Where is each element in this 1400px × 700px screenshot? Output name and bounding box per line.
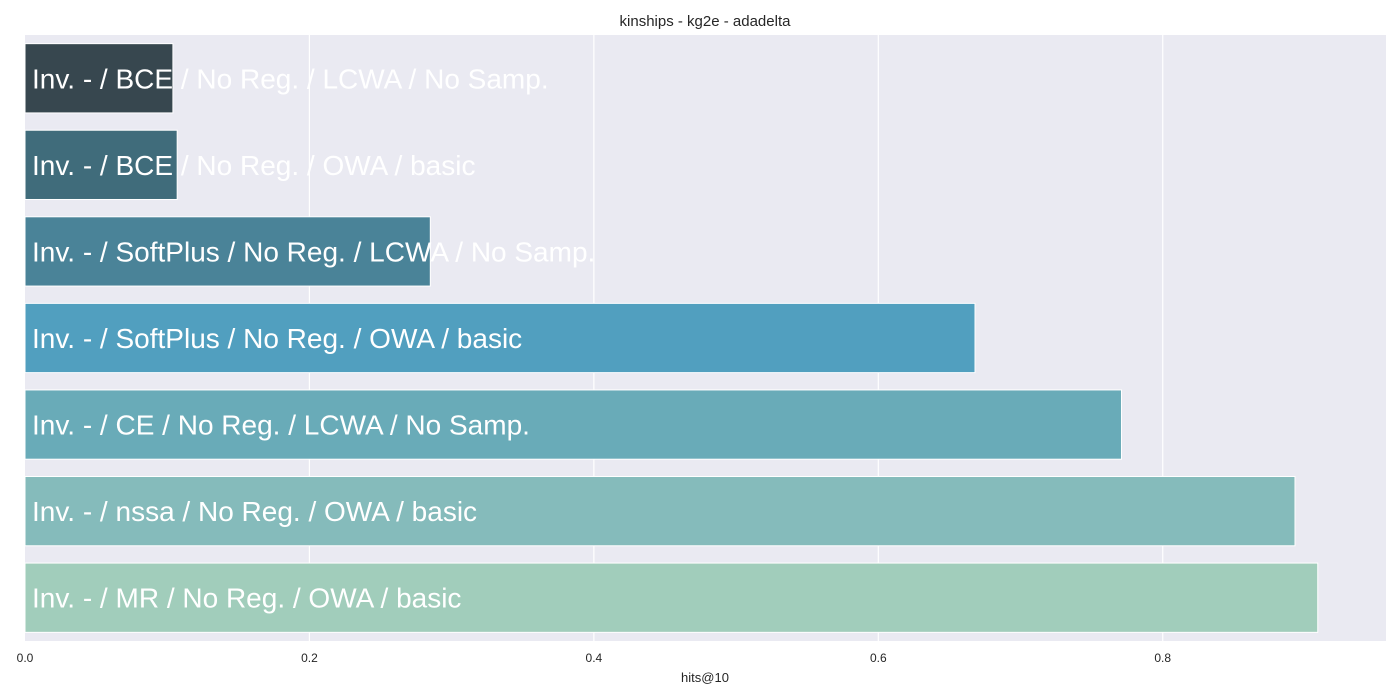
bar — [24, 129, 178, 200]
bar-category-label: Inv. - / nssa / No Reg. / OWA / basic — [32, 496, 477, 527]
x-tick-label: 0.4 — [586, 651, 603, 665]
bar — [24, 216, 431, 287]
bar — [24, 302, 976, 374]
bar — [24, 389, 1122, 460]
bar-category-label: Inv. - / BCE / No Reg. / OWA / basic — [32, 150, 475, 181]
x-tick-label: 0.2 — [301, 651, 318, 665]
bar-category-label: Inv. - / SoftPlus / No Reg. / LCWA / No … — [32, 236, 595, 267]
bar — [24, 43, 174, 114]
bar-category-label: Inv. - / CE / No Reg. / LCWA / No Samp. — [32, 410, 530, 441]
bar-category-label: Inv. - / MR / No Reg. / OWA / basic — [32, 583, 461, 614]
bars — [24, 43, 1319, 633]
bar — [24, 562, 1319, 633]
x-tick-label: 0.0 — [17, 651, 34, 665]
x-axis-label: hits@10 — [681, 670, 729, 685]
x-tick-label: 0.8 — [1154, 651, 1171, 665]
x-tick-labels: 0.0 0.2 0.4 0.6 0.8 — [17, 651, 1172, 665]
bar-category-label: Inv. - / BCE / No Reg. / LCWA / No Samp. — [32, 63, 549, 94]
bar-labels: Inv. - / BCE / No Reg. / LCWA / No Samp.… — [32, 63, 595, 613]
x-tick-label: 0.6 — [870, 651, 887, 665]
bar-category-label: Inv. - / SoftPlus / No Reg. / OWA / basi… — [32, 323, 522, 354]
bar — [24, 476, 1296, 547]
chart-title: kinships - kg2e - adadelta — [620, 13, 792, 30]
